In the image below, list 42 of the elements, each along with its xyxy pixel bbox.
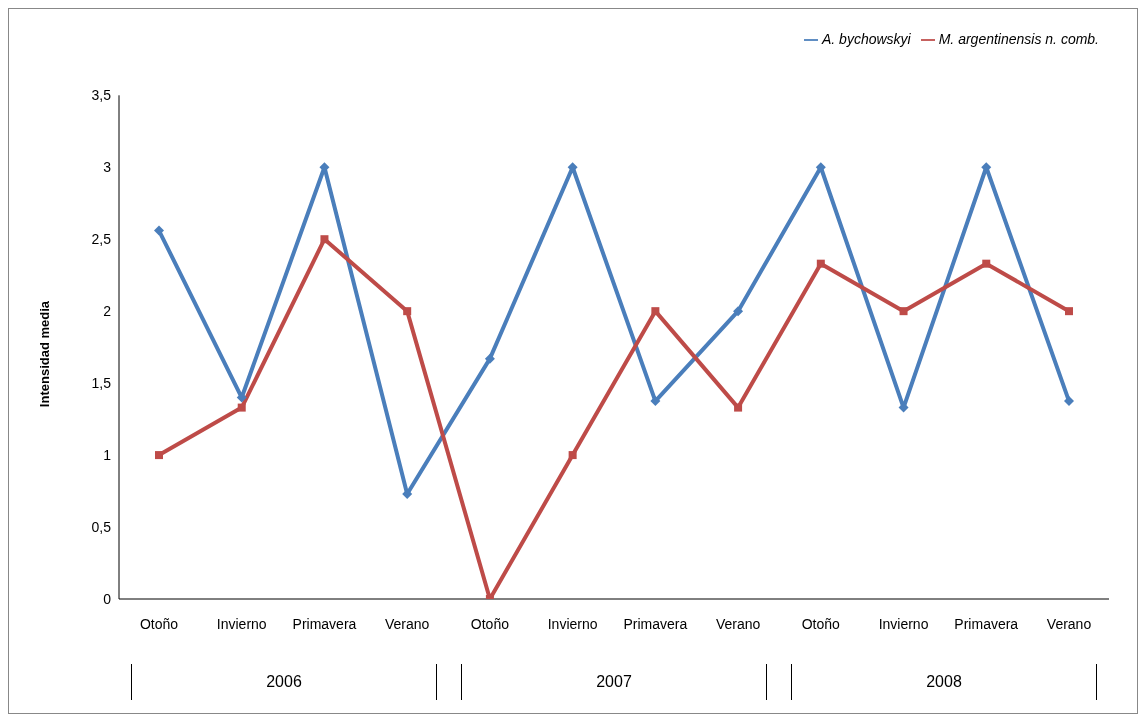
x-tick-label: Verano (715, 615, 761, 632)
point (982, 259, 991, 268)
legend-label: M. argentinensis n. comb. (938, 31, 1099, 47)
point (899, 307, 908, 316)
text: 2006 (131, 664, 437, 700)
y-tick-label: 0,5 (91, 519, 112, 536)
x-tick-label: Invierno (216, 615, 267, 632)
point (733, 306, 744, 317)
point (1065, 307, 1073, 316)
point (155, 451, 163, 460)
x-tick-label: Primavera (623, 615, 688, 632)
point (651, 307, 660, 316)
point (568, 451, 577, 460)
legend-label: A. bychowskyi (822, 31, 911, 47)
point (816, 259, 825, 268)
y-tick-label: 1,5 (91, 375, 112, 392)
point (154, 225, 164, 236)
x-tick-label: Verano (384, 615, 430, 632)
x-tick-label: Verano (1046, 615, 1092, 632)
text: 2007 (461, 664, 767, 700)
point (237, 403, 246, 412)
point (484, 353, 495, 364)
y-tick-label: 1 (103, 447, 112, 464)
y-tick-label: 2 (103, 303, 112, 320)
y-tick-label: 0 (103, 590, 112, 607)
point (403, 307, 412, 316)
x-tick-label: Invierno (878, 615, 929, 632)
x-tick-label: Otoño (139, 615, 179, 632)
point (650, 396, 661, 407)
y-tick-label: 3 (103, 159, 112, 176)
x-tick-label: Otoño (470, 615, 510, 632)
x-tick-label: Primavera (954, 615, 1019, 632)
x-tick-label: Otoño (801, 615, 841, 632)
x-tick-label: Primavera (292, 615, 357, 632)
x-tick-label: Invierno (547, 615, 598, 632)
text: 2008 (791, 664, 1097, 700)
point (734, 403, 743, 412)
point (320, 235, 329, 244)
y-tick-label: 2,5 (91, 231, 112, 248)
point (1064, 396, 1074, 407)
y-axis-title: Intensidad media (36, 300, 52, 408)
y-tick-label: 3,5 (91, 87, 112, 104)
